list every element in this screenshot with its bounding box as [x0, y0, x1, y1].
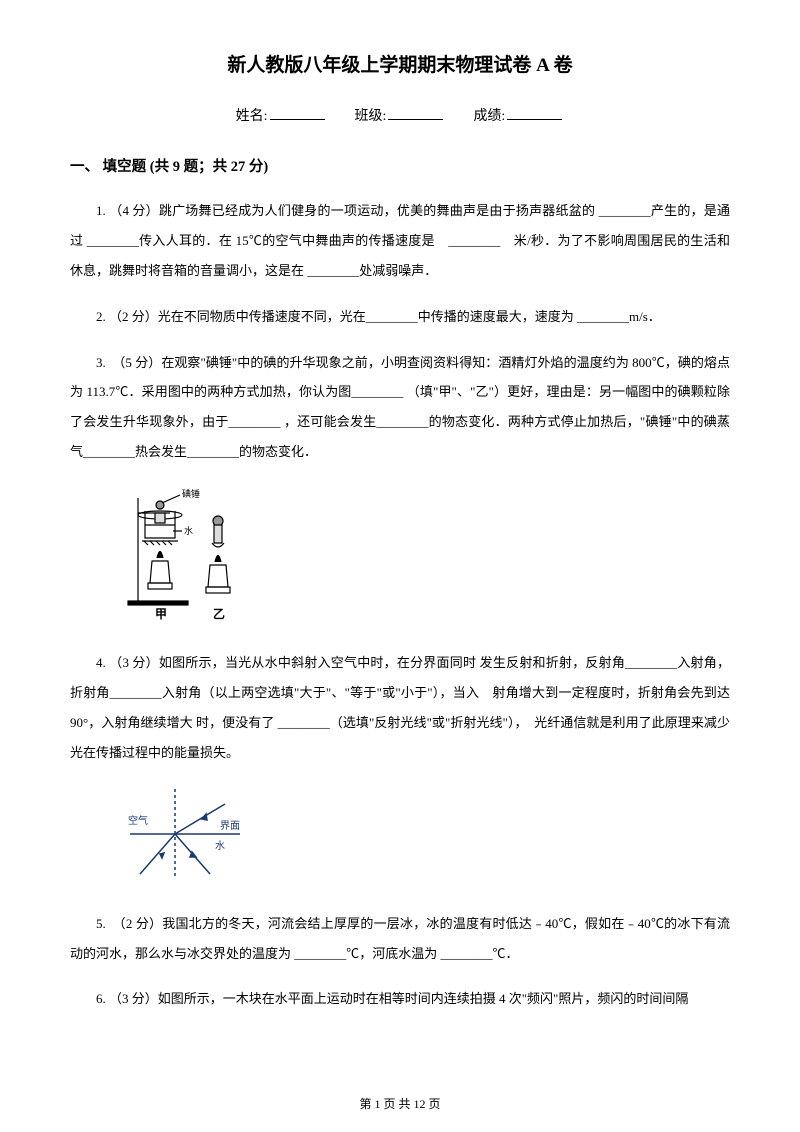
water2-label: 水: [215, 840, 225, 852]
class-label: 班级:: [355, 109, 387, 124]
footer-prefix: 第: [359, 1097, 374, 1111]
score-blank: [507, 106, 562, 120]
air-label: 空气: [128, 814, 148, 827]
page-title: 新人教版八年级上学期期末物理试卷 A 卷: [70, 50, 730, 77]
section-1-header: 一、 填空题 (共 9 题；共 27 分): [70, 155, 730, 176]
figure-apparatus: 碘锤 水 甲 乙: [120, 483, 730, 628]
name-blank: [270, 106, 325, 120]
footer-suffix: 页: [426, 1097, 441, 1111]
question-1: 1. （4 分）跳广场舞已经成为人们健身的一项运动，优美的舞曲声是由于扬声器纸盆…: [70, 196, 730, 286]
jia-label: 甲: [155, 607, 167, 621]
figure-refraction: 空气 界面 水: [120, 784, 730, 889]
footer-total: 12: [414, 1097, 426, 1111]
name-label: 姓名:: [236, 109, 268, 124]
yi-label: 乙: [213, 607, 225, 621]
student-info-row: 姓名: 班级: 成绩:: [70, 105, 730, 125]
refraction-icon: 空气 界面 水: [120, 784, 250, 884]
question-5: 5. （2 分）我国北方的冬天，河流会结上厚厚的一层冰，冰的温度有时低达﹣40℃…: [70, 909, 730, 969]
class-blank: [388, 106, 443, 120]
score-label: 成绩:: [473, 109, 505, 124]
question-6: 6. （3 分）如图所示，一木块在水平面上运动时在相等时间内连续拍摄 4 次"频…: [70, 984, 730, 1014]
surface-label: 界面: [220, 820, 240, 832]
water-label: 水: [184, 525, 193, 536]
page-footer: 第 1 页 共 12 页: [0, 1095, 800, 1112]
question-4: 4. （3 分）如图所示，当光从水中斜射入空气中时，在分界面同时 发生反射和折射…: [70, 648, 730, 768]
question-3: 3. （5 分）在观察"碘锤"中的碘的升华现象之前，小明查阅资料得知：酒精灯外焰…: [70, 348, 730, 468]
iodine-hammer-label: 碘锤: [182, 488, 200, 499]
footer-middle: 页 共: [380, 1097, 413, 1111]
question-2: 2. （2 分）光在不同物质中传播速度不同，光在________中传播的速度最大…: [70, 302, 730, 332]
apparatus-icon: 碘锤 水 甲 乙: [120, 483, 260, 623]
